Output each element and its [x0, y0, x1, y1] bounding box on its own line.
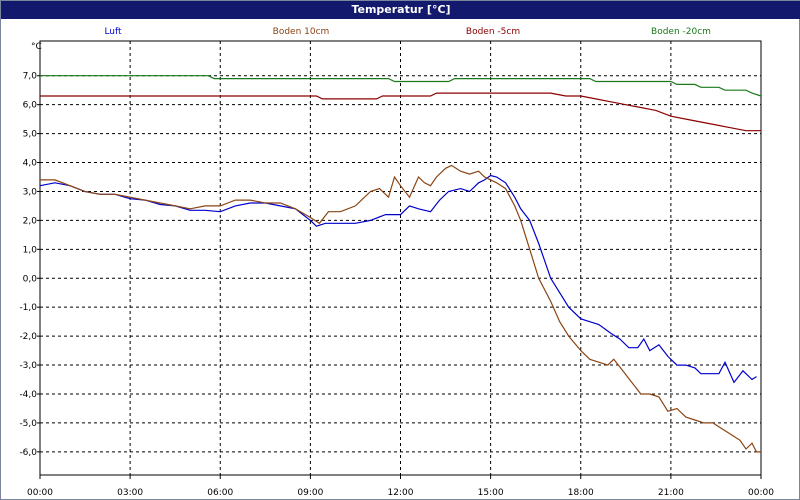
x-tick-time: 09:00 — [297, 488, 323, 498]
y-tick-label: -4,0 — [19, 390, 37, 400]
window-title: Temperatur [°C] — [1, 1, 800, 19]
y-tick-label: -6,0 — [19, 448, 37, 458]
legend: Luft Boden 10cm Boden -5cm Boden -20cm — [104, 27, 711, 37]
series-line-boden-20cm — [40, 75, 762, 97]
y-axis-unit: °C — [31, 42, 42, 52]
series-line-boden-10cm — [40, 164, 761, 453]
series-lines — [39, 75, 762, 453]
y-tick-label: 7,0 — [23, 72, 38, 82]
x-tick-time: 15:00 — [478, 488, 504, 498]
y-tick-label: 4,0 — [23, 159, 38, 169]
series-line-boden-5cm — [40, 92, 761, 132]
y-tick-label: 1,0 — [23, 245, 38, 255]
y-tick-label: 3,0 — [23, 187, 38, 197]
y-tick-label: 2,0 — [23, 216, 38, 226]
series-line-luft — [39, 174, 757, 384]
grid — [40, 41, 761, 475]
legend-entry: Boden -20cm — [651, 27, 711, 37]
x-tick-time: 21:00 — [658, 488, 684, 498]
x-axis: 00:0029.11.2003:0029.11.2006:0029.11.200… — [27, 475, 774, 498]
temperature-chart: Luft Boden 10cm Boden -5cm Boden -20cm °C 7… — [19, 27, 774, 498]
y-tick-label: -5,0 — [19, 419, 37, 429]
y-tick-label: -1,0 — [19, 303, 37, 313]
y-axis: 7,0 6,0 5,0 4,0 3,0 2,0 1,0 0,0 -1,0 -2,0 -3,0 -4,0… — [19, 72, 40, 458]
y-tick-label: 0,0 — [23, 274, 38, 284]
x-tick-time: 12:00 — [388, 488, 414, 498]
legend-entry: Boden -5cm — [466, 27, 520, 37]
y-tick-label: 5,0 — [23, 130, 38, 140]
legend-entry: Luft — [104, 27, 122, 37]
x-tick-time: 00:00 — [27, 488, 53, 498]
x-tick-time: 03:00 — [117, 488, 143, 498]
y-tick-label: -3,0 — [19, 361, 37, 371]
y-tick-label: -2,0 — [19, 332, 37, 342]
legend-entry: Boden 10cm — [273, 27, 330, 37]
x-tick-time: 06:00 — [207, 488, 233, 498]
y-tick-label: 6,0 — [23, 101, 38, 111]
x-tick-time: 18:00 — [568, 488, 594, 498]
x-tick-time: 00:00 — [748, 488, 774, 498]
